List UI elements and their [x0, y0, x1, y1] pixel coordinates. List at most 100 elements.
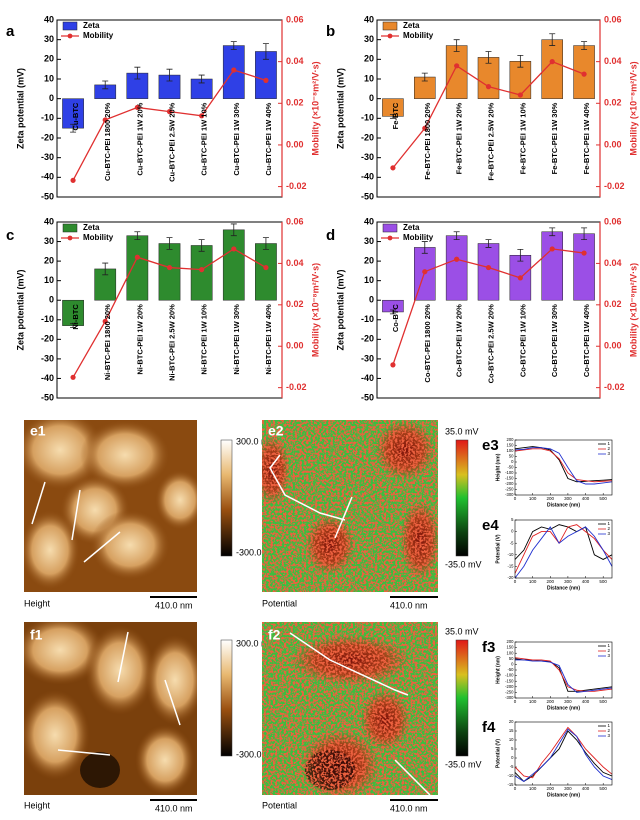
y2-tick-label: -0.02	[286, 181, 307, 191]
plot-frame	[514, 439, 613, 496]
category-label: Co-BTC	[391, 304, 400, 332]
legend-label: Zeta	[83, 223, 100, 232]
mobility-point	[231, 67, 237, 73]
category-label: Cu-BTC-PEI 1800 20%	[103, 102, 112, 181]
legend-label: 3	[608, 451, 611, 456]
error-bar	[262, 237, 269, 250]
error-bar	[389, 114, 396, 119]
colorbar-max: 35.0 mV	[445, 626, 479, 636]
grain	[145, 635, 197, 725]
error-bar	[102, 80, 109, 90]
y-tick-label: -100	[505, 673, 514, 678]
y-tick-label: -50	[361, 392, 374, 402]
category-label: Fe-BTC-PEI 1W 40%	[582, 102, 591, 174]
colorbar-min: -35.0 mV	[445, 759, 482, 769]
scale-bar-label: 410.0 nm	[390, 600, 428, 610]
y-tick-label: -10	[507, 773, 514, 778]
x-tick-label: 400	[582, 786, 590, 791]
zeta-bar	[445, 45, 468, 99]
error-bar	[70, 123, 77, 133]
grain	[24, 622, 105, 685]
error-bar	[166, 237, 173, 250]
category-label: Ni-BTC-PEI 1W 40%	[264, 304, 273, 375]
y-tick-label: 50	[509, 454, 514, 459]
error-bar	[134, 231, 141, 240]
colorbar	[455, 439, 469, 557]
error-bar	[198, 74, 205, 84]
colorbar-max: 300.0 nm	[236, 638, 274, 648]
profile-curve	[514, 526, 613, 579]
panel-label: d	[326, 227, 335, 244]
x-tick-label: 500	[599, 496, 607, 501]
panel-label: c	[6, 227, 14, 244]
error-bar	[230, 41, 237, 50]
category-label: Cu-BTC-PEI 1W 20%	[135, 102, 144, 175]
profile-line	[334, 496, 353, 539]
profile-curve	[514, 726, 613, 779]
y2-tick-label: 0.06	[604, 14, 622, 24]
category-label: Ni-BTC-PEI 1800 20%	[103, 304, 112, 380]
category-label: Fe-BTC-PEI 2.5W 20%	[486, 102, 495, 180]
x-tick-label: 500	[599, 786, 607, 791]
y-tick-label: 15	[509, 728, 514, 733]
y2-axis-label: Mobility (×10⁻⁸m²/V·s)	[310, 61, 320, 155]
y-tick-label: 5	[511, 517, 514, 522]
mobility-point	[263, 264, 269, 271]
profile-curve	[514, 524, 613, 560]
panel-label: e3	[482, 437, 499, 454]
y-axis-label: Zeta potential (mV)	[15, 68, 25, 149]
noise	[262, 622, 438, 795]
panel-label: e1	[30, 423, 46, 439]
y2-tick-label: -0.02	[604, 382, 625, 392]
category-label: Co-BTC-PEI 1W 10%	[518, 304, 527, 377]
y-tick-label: -150	[505, 678, 514, 683]
y-tick-label: -5	[510, 764, 514, 769]
y-tick-label: -30	[41, 353, 54, 363]
y-tick-label: -10	[41, 314, 54, 324]
mobility-point	[231, 246, 237, 252]
x-axis-label: Distance (nm)	[547, 585, 580, 591]
y-tick-label: 20	[364, 54, 374, 64]
grain	[80, 420, 170, 490]
legend-label: Mobility	[83, 233, 114, 242]
y-tick-label: 50	[509, 656, 514, 661]
legend-label: 3	[608, 733, 611, 738]
mobility-point	[454, 63, 460, 69]
mobility-point	[134, 104, 140, 111]
y2-axis-label: Mobility (×10⁻⁸m²/V·s)	[628, 61, 638, 155]
y-tick-label: -50	[361, 191, 374, 201]
colorbar-min: -300.0 nm	[236, 547, 277, 557]
y2-tick-label: 0.00	[604, 139, 622, 149]
grain	[24, 510, 80, 590]
profile-line	[31, 481, 46, 525]
y-tick-label: -40	[41, 172, 54, 182]
legend-label: Mobility	[83, 31, 114, 40]
profile-line	[269, 454, 346, 521]
y2-tick-label: 0.00	[604, 341, 622, 351]
y2-axis-label: Mobility (×10⁻⁸m²/V·s)	[628, 263, 638, 357]
category-label: Fe-BTC-PEI 1W 20%	[455, 102, 464, 174]
mobility-point	[102, 318, 108, 324]
y-tick-label: 200	[507, 437, 515, 442]
zeta-bar	[477, 243, 500, 301]
zeta-bar	[445, 235, 468, 301]
mobility-point	[70, 374, 76, 380]
panel-label: b	[326, 23, 335, 40]
error-bar	[549, 227, 556, 237]
y-tick-label: -10	[361, 113, 374, 123]
y-tick-label: -300	[505, 492, 514, 497]
x-tick-label: 0	[514, 496, 517, 501]
legend-label: 2	[608, 526, 611, 531]
y-tick-label: 30	[44, 34, 54, 44]
error-bar	[102, 262, 109, 276]
y-tick-label: -50	[507, 465, 514, 470]
category-label: Cu-BTC-PEI 1W 40%	[264, 102, 273, 175]
profile-line	[164, 679, 181, 726]
y-tick-label: 40	[364, 14, 374, 24]
zeta-bar	[541, 231, 563, 301]
mobility-point	[517, 275, 523, 281]
profile-line	[83, 531, 121, 563]
grain	[155, 470, 197, 530]
x-tick-label: 0	[514, 699, 517, 704]
